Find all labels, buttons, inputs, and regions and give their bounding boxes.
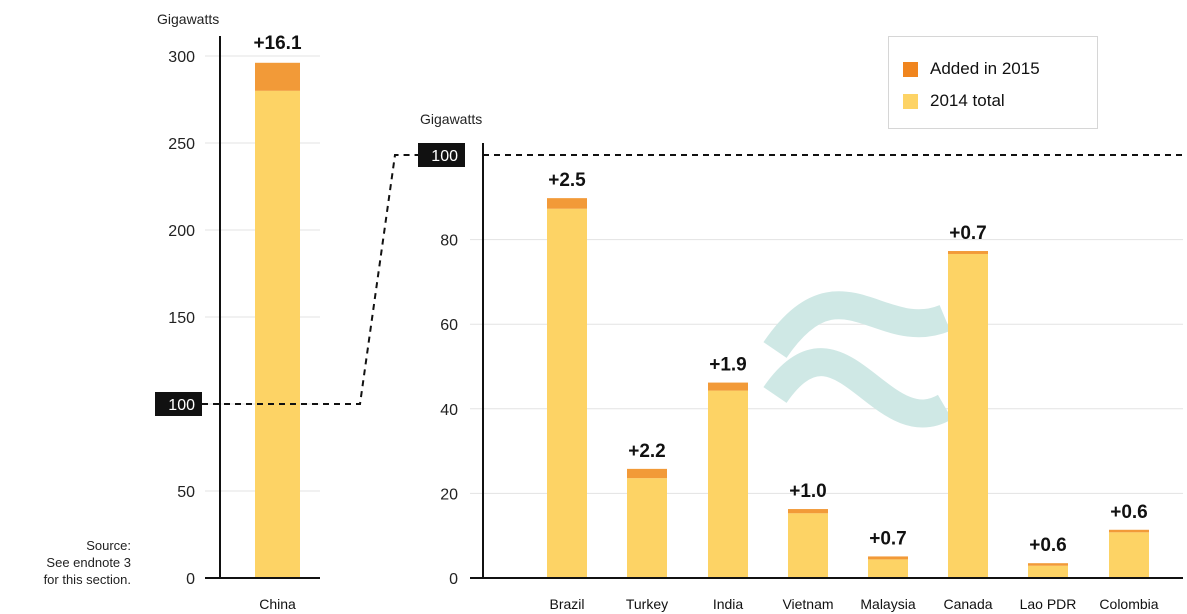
bar-base-lao-pdr [1028, 565, 1068, 578]
scale-connector-line [202, 154, 418, 405]
bar-base-malaysia [868, 559, 908, 578]
legend-label-base: 2014 total [930, 91, 1005, 110]
scale-connector [202, 154, 418, 405]
china-bar-base [255, 90, 300, 579]
bar-base-canada [948, 253, 988, 578]
category-label-india: India [713, 596, 744, 612]
category-label-turkey: Turkey [626, 596, 668, 612]
china-tick-label: 50 [177, 484, 195, 501]
china-category-label: China [259, 596, 296, 612]
axis-break-symbol [763, 291, 953, 428]
china-tick-label: 250 [168, 136, 195, 153]
others-tick-label: 60 [440, 317, 458, 334]
bar-added-colombia [1109, 529, 1149, 533]
legend: Added in 2015 2014 total [888, 36, 1098, 129]
data-label-turkey: +2.2 [628, 441, 666, 462]
source-line-1: Source: [86, 538, 131, 553]
data-label-colombia: +0.6 [1110, 502, 1148, 523]
data-label-malaysia: +0.7 [869, 528, 907, 549]
bar-added-canada [948, 251, 988, 254]
others-tick-label: 0 [449, 571, 458, 588]
others-tick-label: 100 [431, 148, 458, 165]
others-tick-label: 20 [440, 486, 458, 503]
bar-base-colombia [1109, 532, 1149, 578]
bar-added-india [708, 382, 748, 391]
others-tick-label: 80 [440, 233, 458, 250]
legend-label-added: Added in 2015 [930, 59, 1040, 78]
china-tick-label: 100 [168, 397, 195, 414]
data-label-india: +1.9 [709, 355, 747, 376]
china-tick-label: 0 [186, 571, 195, 588]
bar-added-brazil [547, 198, 587, 209]
data-label-vietnam: +1.0 [789, 481, 827, 502]
data-label-lao-pdr: +0.6 [1029, 535, 1067, 556]
source-line-2: See endnote 3 [46, 555, 131, 570]
china-tick-label: 300 [168, 49, 195, 66]
legend-swatch-base [903, 93, 918, 109]
data-label-canada: +0.7 [949, 223, 987, 244]
source-line-3: for this section. [43, 572, 131, 587]
legend-item-base: 2014 total [903, 91, 1005, 111]
bar-added-turkey [627, 468, 667, 479]
category-label-canada: Canada [943, 596, 992, 612]
bar-added-vietnam [788, 509, 828, 514]
chart-texts: 0 50 100 150 200 250 300 +16.1 China Gigawatts 0 20… [155, 11, 1159, 612]
category-label-colombia: Colombia [1099, 596, 1158, 612]
bar-base-vietnam [788, 513, 828, 578]
legend-item-added: Added in 2015 [903, 59, 1040, 79]
others-y-axis-label: Gigawatts [420, 111, 482, 127]
china-tick-label: 150 [168, 310, 195, 327]
data-label-brazil: +2.5 [548, 170, 586, 191]
bar-base-turkey [627, 478, 667, 578]
china-data-label: +16.1 [253, 33, 302, 54]
china-tick-label: 200 [168, 223, 195, 240]
legend-swatch-added [903, 61, 918, 77]
china-highlight-box [155, 392, 202, 416]
others-bars [547, 198, 1149, 578]
bar-added-malaysia [868, 556, 908, 560]
china-y-axis-label: Gigawatts [157, 11, 219, 27]
others-gridlines [470, 239, 1183, 494]
category-label-malaysia: Malaysia [860, 596, 915, 612]
bar-base-brazil [547, 208, 587, 578]
others-highlight-box [418, 143, 465, 167]
china-bars [255, 62, 300, 579]
source-note: Source: See endnote 3 for this section. [44, 537, 131, 588]
axes [205, 36, 1183, 579]
category-label-vietnam: Vietnam [782, 596, 833, 612]
category-label-lao-pdr: Lao PDR [1020, 596, 1077, 612]
bar-added-lao-pdr [1028, 563, 1068, 566]
bar-base-india [708, 390, 748, 578]
others-tick-label: 40 [440, 402, 458, 419]
china-bar-added [255, 62, 300, 91]
category-label-brazil: Brazil [549, 596, 584, 612]
